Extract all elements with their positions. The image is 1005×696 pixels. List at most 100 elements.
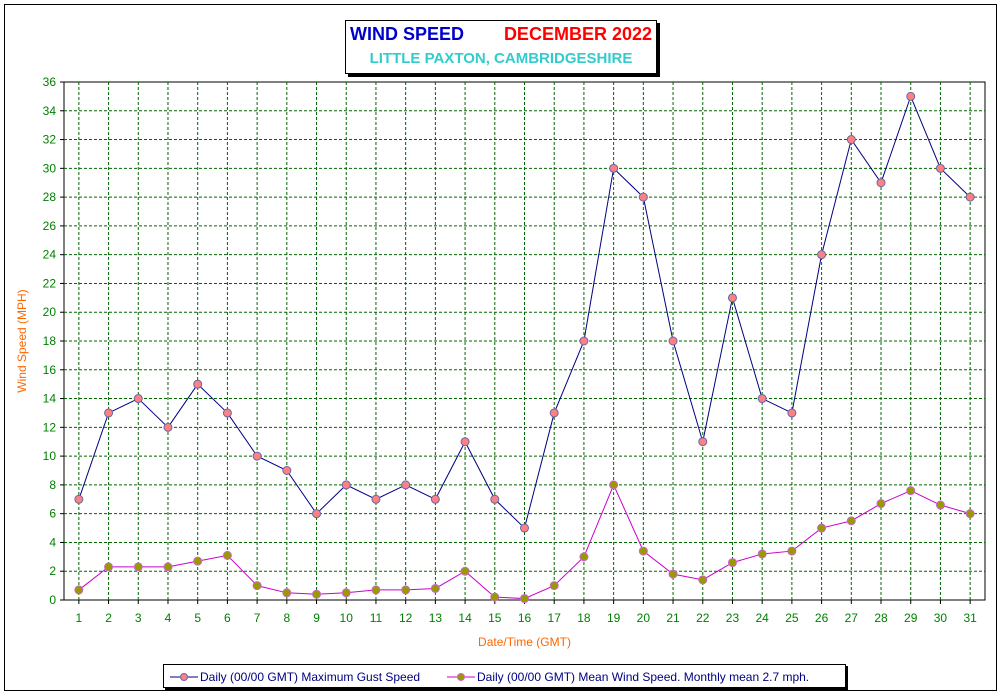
gust-point-day-13 <box>430 494 440 504</box>
x-tick-label: 2 <box>105 611 112 625</box>
mean-point-day-6 <box>222 550 232 560</box>
mean-point-day-25 <box>787 546 797 556</box>
x-tick-label: 7 <box>254 611 261 625</box>
legend-item-mean: Daily (00/00 GMT) Mean Wind Speed. Month… <box>447 669 809 685</box>
x-tick-label: 4 <box>165 611 172 625</box>
gust-point-day-1 <box>74 494 84 504</box>
gust-point-day-12 <box>401 480 411 490</box>
mean-point-day-3 <box>133 562 143 572</box>
x-tick-label: 19 <box>607 611 621 625</box>
mean-point-day-20 <box>638 546 648 556</box>
mean-point-day-10 <box>341 588 351 598</box>
x-tick-label: 28 <box>874 611 888 625</box>
mean-point-day-4 <box>163 562 173 572</box>
mean-point-day-17 <box>549 581 559 591</box>
mean-point-day-22 <box>698 575 708 585</box>
y-tick-label: 4 <box>49 535 56 549</box>
gust-point-day-2 <box>104 408 114 418</box>
mean-point-day-23 <box>727 558 737 568</box>
gust-point-day-9 <box>312 509 322 519</box>
gust-point-day-18 <box>579 336 589 346</box>
mean-point-day-28 <box>876 499 886 509</box>
y-tick-label: 10 <box>43 449 57 463</box>
x-tick-label: 23 <box>726 611 740 625</box>
x-tick-label: 29 <box>904 611 918 625</box>
chart-title: WIND SPEED <box>350 24 465 44</box>
mean-point-day-5 <box>193 556 203 566</box>
mean-point-day-12 <box>401 585 411 595</box>
gust-point-day-28 <box>876 178 886 188</box>
y-tick-label: 20 <box>43 305 57 319</box>
gust-point-day-19 <box>609 163 619 173</box>
y-tick-label: 18 <box>43 334 57 348</box>
gust-point-day-15 <box>490 494 500 504</box>
chart-title-month: DECEMBER 2022 <box>503 24 652 44</box>
y-tick-label: 0 <box>49 593 56 607</box>
mean-point-day-9 <box>312 589 322 599</box>
y-tick-label: 32 <box>43 133 57 147</box>
x-tick-label: 14 <box>458 611 472 625</box>
chart-frame <box>4 4 997 691</box>
mean-point-day-7 <box>252 581 262 591</box>
y-tick-label: 22 <box>43 276 57 290</box>
y-tick-label: 14 <box>43 392 57 406</box>
mean-point-day-18 <box>579 552 589 562</box>
mean-point-day-19 <box>609 480 619 490</box>
y-tick-label: 24 <box>43 248 57 262</box>
gust-point-day-14 <box>460 437 470 447</box>
gust-point-day-6 <box>222 408 232 418</box>
legend-mean-line-icon <box>447 673 475 681</box>
mean-point-day-21 <box>668 569 678 579</box>
chart-title-box: WIND SPEED DECEMBER 2022 LITTLE PAXTON, … <box>345 20 657 74</box>
x-axis-label: Date/Time (GMT) <box>478 635 571 649</box>
legend-gust-line-icon <box>170 673 198 681</box>
chart-legend: Daily (00/00 GMT) Maximum Gust Speed Dai… <box>163 664 846 688</box>
x-tick-label: 26 <box>815 611 829 625</box>
x-tick-label: 1 <box>76 611 83 625</box>
x-tick-label: 18 <box>577 611 591 625</box>
x-tick-label: 22 <box>696 611 710 625</box>
gust-point-day-4 <box>163 422 173 432</box>
gust-point-day-22 <box>698 437 708 447</box>
mean-point-day-11 <box>371 585 381 595</box>
y-tick-label: 8 <box>49 478 56 492</box>
gust-point-day-26 <box>817 250 827 260</box>
gust-point-day-10 <box>341 480 351 490</box>
mean-point-day-29 <box>906 486 916 496</box>
mean-point-day-1 <box>74 585 84 595</box>
legend-label-gust: Daily (00/00 GMT) Maximum Gust Speed <box>200 670 421 684</box>
mean-point-day-8 <box>282 588 292 598</box>
x-tick-label: 24 <box>755 611 769 625</box>
legend-item-gust: Daily (00/00 GMT) Maximum Gust Speed <box>170 669 420 685</box>
gust-point-day-25 <box>787 408 797 418</box>
x-tick-label: 11 <box>370 611 383 625</box>
y-tick-label: 28 <box>43 190 57 204</box>
x-tick-label: 21 <box>666 611 680 625</box>
x-tick-label: 30 <box>934 611 948 625</box>
x-tick-label: 12 <box>399 611 413 625</box>
mean-point-day-27 <box>846 516 856 526</box>
x-tick-label: 16 <box>518 611 532 625</box>
x-tick-label: 25 <box>785 611 799 625</box>
mean-point-day-16 <box>520 594 529 604</box>
gust-point-day-3 <box>133 394 143 404</box>
mean-point-day-15 <box>490 592 500 602</box>
mean-point-day-31 <box>965 509 975 519</box>
y-tick-label: 36 <box>43 75 57 89</box>
gust-point-day-11 <box>371 494 381 504</box>
mean-point-day-2 <box>104 562 114 572</box>
gust-point-day-8 <box>282 466 292 475</box>
gust-point-day-30 <box>935 163 945 173</box>
x-tick-label: 15 <box>488 611 502 625</box>
y-tick-label: 16 <box>43 363 57 377</box>
mean-point-day-14 <box>460 566 470 576</box>
y-tick-label: 2 <box>49 564 56 578</box>
y-tick-label: 30 <box>43 161 57 175</box>
gust-point-day-24 <box>757 394 767 404</box>
y-tick-label: 34 <box>43 104 57 118</box>
x-tick-label: 10 <box>340 611 354 625</box>
gust-point-day-17 <box>549 408 559 418</box>
mean-point-day-30 <box>935 500 945 510</box>
gust-point-day-23 <box>727 293 737 303</box>
